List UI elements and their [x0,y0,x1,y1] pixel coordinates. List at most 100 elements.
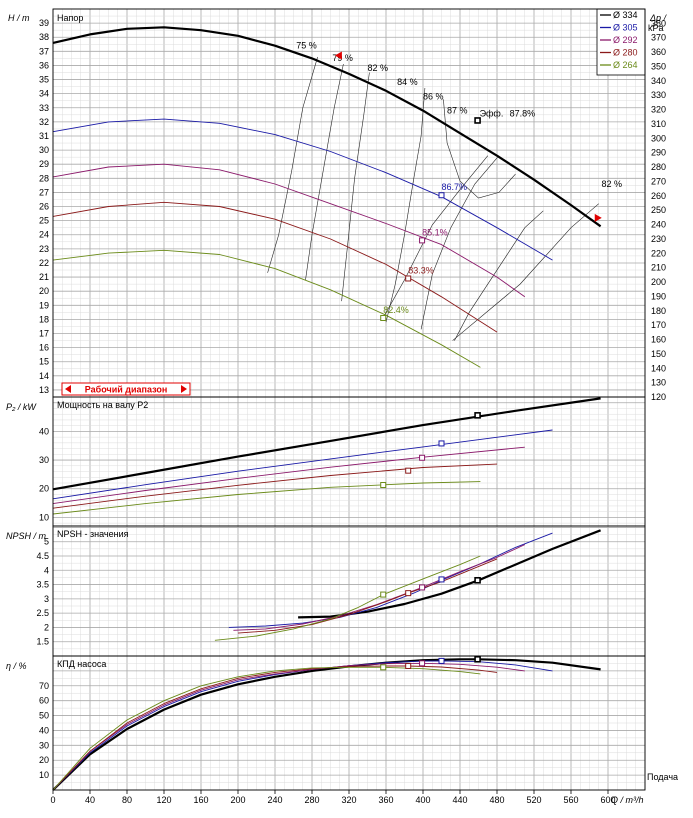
iso-efficiency-line [452,203,599,341]
iso-efficiency-line [267,56,318,273]
power-duty-marker [474,412,481,419]
head-ytick-label: 19 [39,300,49,310]
head-right-tick-label: 370 [651,33,666,43]
npsh-ytick-label: 2.5 [36,608,49,618]
head-right-tick-label: 340 [651,76,666,86]
iso-efficiency-label: 82 % [602,179,623,189]
efficiency-curve-line [52,662,525,791]
iso-efficiency-label: 75 % [296,41,317,51]
range-end-marker [594,213,602,222]
npsh-panel-title: NPSH - значения [57,529,129,539]
head-ytick-label: 36 [39,60,49,70]
power-ytick-label: 10 [39,512,49,522]
npsh-ytick-label: 3 [44,594,49,604]
head-ytick-label: 18 [39,314,49,324]
head-duty-value: 85.1% [422,227,448,237]
efficiency-duty-marker [474,655,481,663]
head-duty-label: Эфф. [480,108,504,118]
npsh-duty-marker [438,576,445,583]
legend-label: Ø 305 [613,23,638,33]
head-right-tick-label: 280 [651,162,666,172]
iso-efficiency-label: 82 % [368,63,389,73]
efficiency-duty-marker [380,664,387,671]
head-ytick-label: 20 [39,286,49,296]
power-curve-line [52,429,553,500]
efficiency-ytick-label: 10 [39,770,49,780]
head-right-tick-label: 210 [651,263,666,273]
x-tick-label: 320 [341,795,356,805]
x-tick-label: 80 [122,795,132,805]
x-tick-label: 560 [563,795,578,805]
npsh-ytick-label: 3.5 [36,580,49,590]
head-ytick-label: 21 [39,272,49,282]
head-duty-marker [380,314,387,321]
operating-range-box [61,382,191,396]
iso-efficiency-label: 84 % [397,77,418,87]
head-duty-value: 82.4% [383,305,409,315]
efficiency-ylabel: η / % [6,661,27,671]
head-ytick-label: 13 [39,385,49,395]
efficiency-ytick-label: 40 [39,725,49,735]
head-duty-marker [405,275,412,282]
head-curve-line [52,201,498,333]
operating-range-right-arrow [181,385,187,393]
npsh-duty-marker [419,584,426,591]
head-ylabel: H / m [8,13,30,23]
head-right-tick-label: 160 [651,335,666,345]
npsh-ylabel: NPSH / m [6,531,47,541]
head-ytick-label: 35 [39,75,49,85]
head-duty-marker [438,192,445,199]
iso-efficiency-line [443,99,516,199]
head-ytick-label: 29 [39,159,49,169]
head-curve-line [52,249,481,368]
npsh-curve-line [298,529,601,619]
head-right-ylabel-unit: kPa [648,23,664,33]
head-ytick-label: 26 [39,202,49,212]
x-axis-label: Q / m³/h [611,795,644,805]
x-tick-label: 360 [378,795,393,805]
head-ytick-label: 31 [39,131,49,141]
head-curve-line [52,163,526,298]
head-right-tick-label: 250 [651,205,666,215]
iso-efficiency-line [420,155,500,330]
head-duty-marker [474,117,481,124]
x-tick-label: 600 [600,795,615,805]
x-tick-label: 160 [193,795,208,805]
efficiency-duty-marker [405,662,412,669]
npsh-duty-marker [405,590,412,597]
npsh-ytick-label: 1.5 [36,637,49,647]
iso-efficiency-line [385,87,426,323]
npsh-curve-line [214,555,481,641]
head-ytick-label: 16 [39,343,49,353]
efficiency-curve-line [52,658,601,791]
head-ytick-label: 17 [39,329,49,339]
range-start-marker [334,51,342,60]
head-curve-line [52,26,602,228]
iso-efficiency-line [305,63,344,280]
head-ytick-label: 23 [39,244,49,254]
iso-efficiency-line [341,72,370,302]
power-curve-line [52,481,481,515]
efficiency-ytick-label: 60 [39,696,49,706]
head-right-tick-label: 170 [651,320,666,330]
head-ytick-label: 38 [39,32,49,42]
head-right-tick-label: 320 [651,105,666,115]
npsh-duty-marker [474,576,481,584]
power-ylabel: P₂ / kW [6,402,37,412]
head-right-tick-label: 350 [651,61,666,71]
x-tick-label: 480 [489,795,504,805]
efficiency-ytick-label: 30 [39,740,49,750]
head-right-tick-label: 300 [651,133,666,143]
power-ytick-label: 30 [39,455,49,465]
power-duty-marker [380,482,387,489]
npsh-curve-line [233,544,525,631]
legend-label: Ø 334 [613,10,638,20]
head-ytick-label: 39 [39,18,49,28]
head-right-tick-label: 190 [651,291,666,301]
x-tick-label: 40 [85,795,95,805]
x-tick-label: 120 [156,795,171,805]
head-ytick-label: 28 [39,173,49,183]
legend-box [596,8,646,76]
head-right-tick-label: 240 [651,220,666,230]
